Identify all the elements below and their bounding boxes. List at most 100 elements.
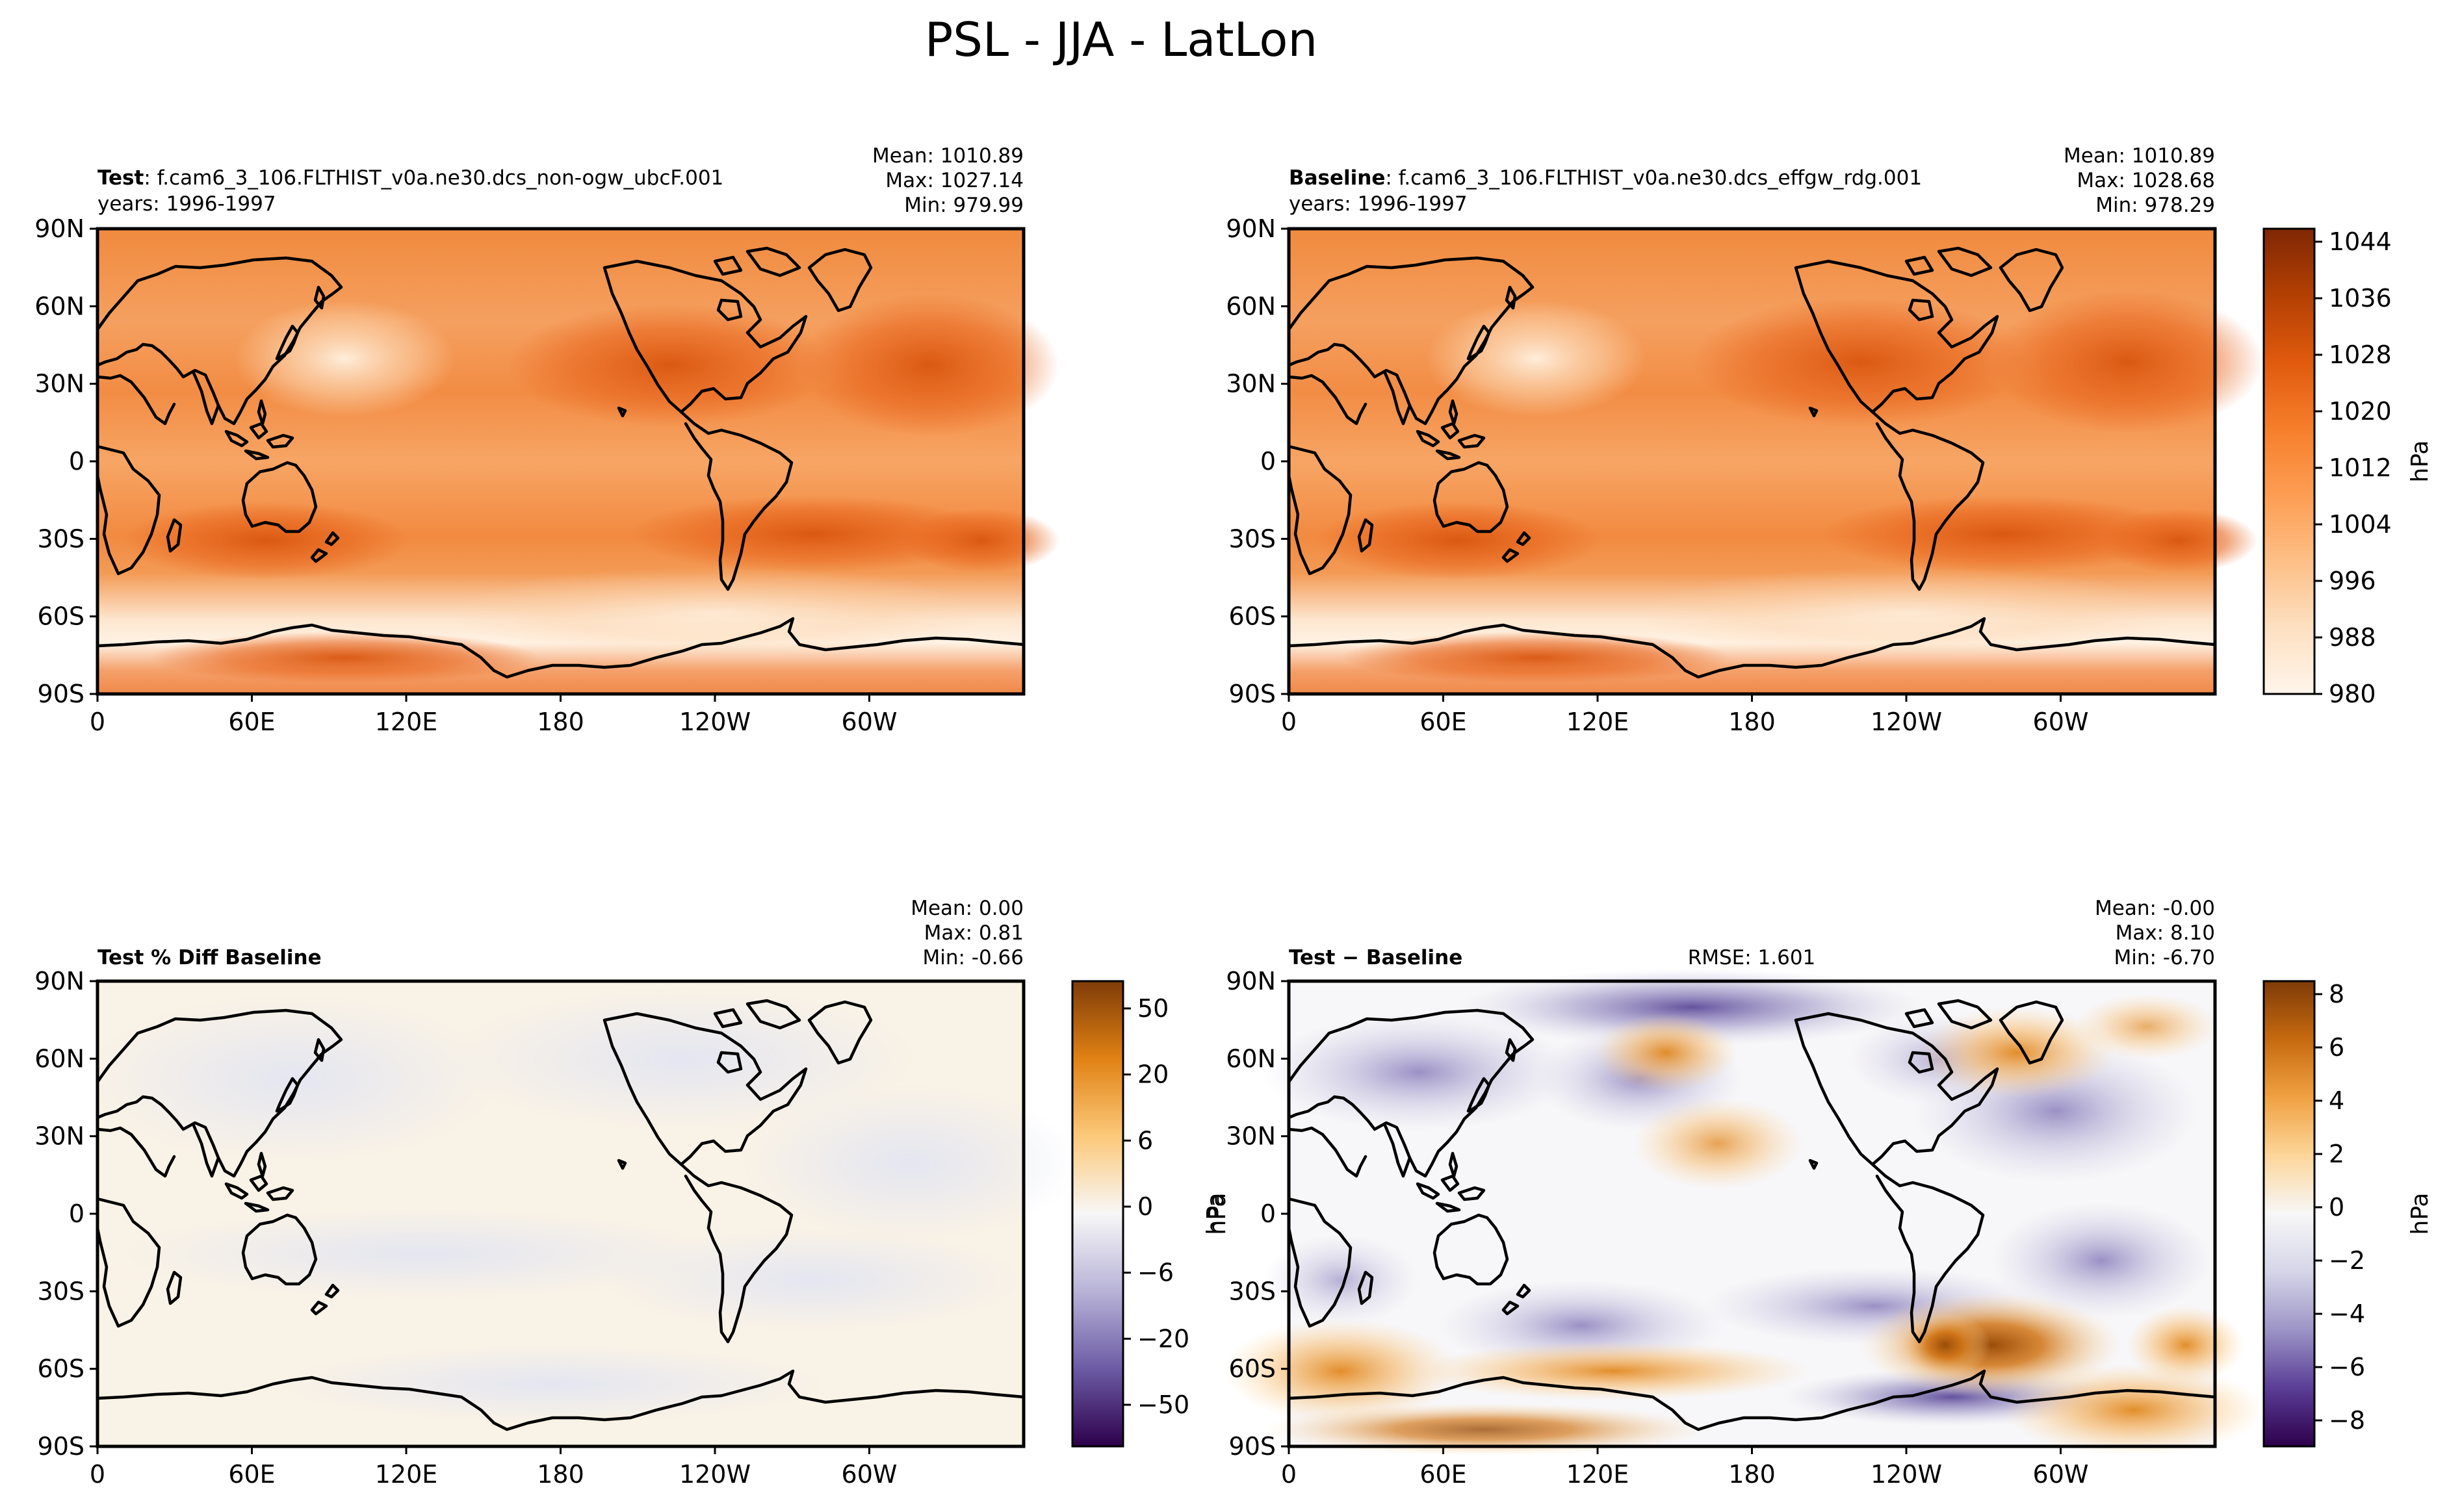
diff-max: Max: 8.10 xyxy=(2116,921,2215,945)
lon-tick-label: 120E xyxy=(375,708,438,736)
colorbar-tick-label: 988 xyxy=(2329,623,2376,652)
colorbar-tick-label: 1004 xyxy=(2329,510,2392,539)
diff-mean: Mean: -0.00 xyxy=(2095,897,2215,920)
lon-tick-label: 60W xyxy=(2033,708,2089,736)
colorbar-pct-unit: hPa xyxy=(1202,1193,1229,1235)
pctdiff-mean: Mean: 0.00 xyxy=(911,897,1024,920)
lat-tick-label: 30N xyxy=(1226,1122,1276,1151)
lon-tick-label: 120W xyxy=(679,708,751,736)
lat-tick-label: 0 xyxy=(1260,447,1276,476)
lat-tick-label: 90S xyxy=(38,680,84,708)
lat-tick-label: 90N xyxy=(34,214,84,243)
lat-tick-label: 30N xyxy=(1226,370,1276,398)
colorbar-psl: 1044 1036 1028 1020 1012 1004 996 988 980 hPa xyxy=(2262,227,2433,708)
colorbar-diff: 8 6 4 2 0 −2 −4 −6 −8 hPa xyxy=(2262,980,2433,1448)
diff-label: Test − Baseline xyxy=(1289,946,1462,969)
diff-rmse: RMSE: 1.601 xyxy=(1688,946,1816,969)
colorbar-tick-label: 8 xyxy=(2329,980,2344,1008)
lon-tick-label: 60W xyxy=(842,1460,898,1489)
lat-tick-label: 60N xyxy=(1226,1044,1276,1073)
colorbar-tick-label: 1044 xyxy=(2329,227,2392,256)
baseline-map xyxy=(1287,227,2264,696)
panel-pctdiff: Test % Diff Baseline Mean: 0.00 Max: 0.8… xyxy=(34,897,1079,1489)
test-case: : f.cam6_3_106.FLTHIST_v0a.ne30.dcs_non-… xyxy=(144,166,723,190)
colorbar-tick-label: 2 xyxy=(2329,1140,2344,1168)
lat-tick-label: 60S xyxy=(1229,1355,1276,1383)
colorbar-tick-label: −50 xyxy=(1137,1390,1189,1419)
lat-tick-label: 0 xyxy=(69,447,84,476)
pctdiff-label: Test % Diff Baseline xyxy=(97,946,322,969)
colorbar-diff-unit: hPa xyxy=(2407,1193,2433,1235)
colorbar-tick-label: −2 xyxy=(2329,1246,2365,1275)
figure-title: PSL - JJA - LatLon xyxy=(925,12,1317,67)
lat-tick-label: 0 xyxy=(69,1199,84,1228)
colorbar-tick-label: 4 xyxy=(2329,1086,2344,1115)
colorbar-tick-label: 996 xyxy=(2329,567,2376,595)
lon-tick-label: 0 xyxy=(90,1460,105,1489)
colorbar-tick-label: 6 xyxy=(1137,1126,1153,1155)
colorbar-tick-label: 1028 xyxy=(2329,340,2392,369)
lat-tick-label: 90N xyxy=(34,967,84,995)
colorbar-tick-label: 980 xyxy=(2329,680,2376,708)
lat-tick-label: 60N xyxy=(1226,292,1276,320)
diff-map-unit: hPa xyxy=(1204,1193,1231,1235)
lat-tick-label: 30S xyxy=(38,524,84,553)
diff-lat-ticks: 90N 60N 30N 0 30S 60S 90S xyxy=(1226,967,1289,1461)
panel-baseline: Baseline: f.cam6_3_106.FLTHIST_v0a.ne30.… xyxy=(1226,144,2264,736)
lat-tick-label: 90S xyxy=(38,1432,84,1461)
baseline-lon-ticks: 0 60E 120E 180 120W 60W xyxy=(1281,694,2089,736)
lon-tick-label: 60E xyxy=(228,708,275,736)
panel-test: Test: f.cam6_3_106.FLTHIST_v0a.ne30.dcs_… xyxy=(34,144,1059,736)
svg-text:Baseline: f.cam6_3_106.FLTHIST: Baseline: f.cam6_3_106.FLTHIST_v0a.ne30.… xyxy=(1289,166,1922,190)
pctdiff-max: Max: 0.81 xyxy=(924,921,1024,945)
diff-lon-ticks: 0 60E 120E 180 120W 60W xyxy=(1281,1446,2089,1489)
svg-text:Test: f.cam6_3_106.FLTHIST_v0a: Test: f.cam6_3_106.FLTHIST_v0a.ne30.dcs_… xyxy=(97,166,723,190)
lat-tick-label: 60N xyxy=(34,1044,84,1073)
baseline-min: Min: 978.29 xyxy=(2095,194,2215,217)
lat-tick-label: 60N xyxy=(34,292,84,320)
diff-map xyxy=(1224,968,2264,1455)
lon-tick-label: 180 xyxy=(1728,708,1776,736)
colorbar-tick-label: 1020 xyxy=(2329,397,2392,426)
pctdiff-lat-ticks: 90N 60N 30N 0 30S 60S 90S xyxy=(34,967,97,1461)
lon-tick-label: 0 xyxy=(1281,708,1297,736)
test-label: Test xyxy=(97,166,144,190)
lon-tick-label: 60E xyxy=(1419,708,1466,736)
lon-tick-label: 0 xyxy=(1281,1460,1297,1489)
lon-tick-label: 120E xyxy=(375,1460,438,1489)
baseline-label: Baseline xyxy=(1289,166,1385,190)
diff-min: Min: -6.70 xyxy=(2114,946,2215,969)
lon-tick-label: 60E xyxy=(1419,1460,1466,1489)
test-lon-ticks: 0 60E 120E 180 120W 60W xyxy=(90,694,898,736)
lat-tick-label: 90S xyxy=(1229,1432,1276,1461)
test-lat-ticks: 90N 60N 30N 0 30S 60S 90S xyxy=(34,214,97,708)
pctdiff-map xyxy=(84,979,1079,1448)
colorbar-pct: 50 20 6 0 −6 −20 −50 hPa xyxy=(1071,980,1229,1448)
lat-tick-label: 60S xyxy=(1229,602,1276,631)
baseline-max: Max: 1028.68 xyxy=(2077,169,2215,192)
lon-tick-label: 60W xyxy=(842,708,898,736)
panel-diff: Test − Baseline RMSE: 1.601 Mean: -0.00 … xyxy=(1204,897,2264,1489)
lat-tick-label: 30S xyxy=(1229,1277,1276,1305)
lat-tick-label: 30S xyxy=(38,1277,84,1305)
pctdiff-min: Min: -0.66 xyxy=(922,946,1024,969)
pctdiff-lon-ticks: 0 60E 120E 180 120W 60W xyxy=(90,1446,898,1489)
lon-tick-label: 120W xyxy=(1871,708,1942,736)
lat-tick-label: 30N xyxy=(34,370,84,398)
colorbar-tick-label: 1012 xyxy=(2329,454,2392,482)
lat-tick-label: 90N xyxy=(1226,967,1276,995)
colorbar-tick-label: −8 xyxy=(2329,1406,2365,1435)
lon-tick-label: 60W xyxy=(2033,1460,2089,1489)
baseline-mean: Mean: 1010.89 xyxy=(2064,144,2215,168)
colorbar-tick-label: 50 xyxy=(1137,994,1169,1023)
colorbar-tick-label: −20 xyxy=(1137,1324,1189,1353)
lat-tick-label: 90N xyxy=(1226,214,1276,243)
lon-tick-label: 60E xyxy=(228,1460,275,1489)
test-map xyxy=(96,227,1059,696)
lat-tick-label: 30S xyxy=(1229,524,1276,553)
lon-tick-label: 0 xyxy=(90,708,105,736)
lon-tick-label: 120E xyxy=(1566,708,1629,736)
lat-tick-label: 60S xyxy=(38,1355,84,1383)
colorbar-tick-label: 0 xyxy=(2329,1193,2344,1222)
colorbar-tick-label: −6 xyxy=(2329,1353,2365,1381)
